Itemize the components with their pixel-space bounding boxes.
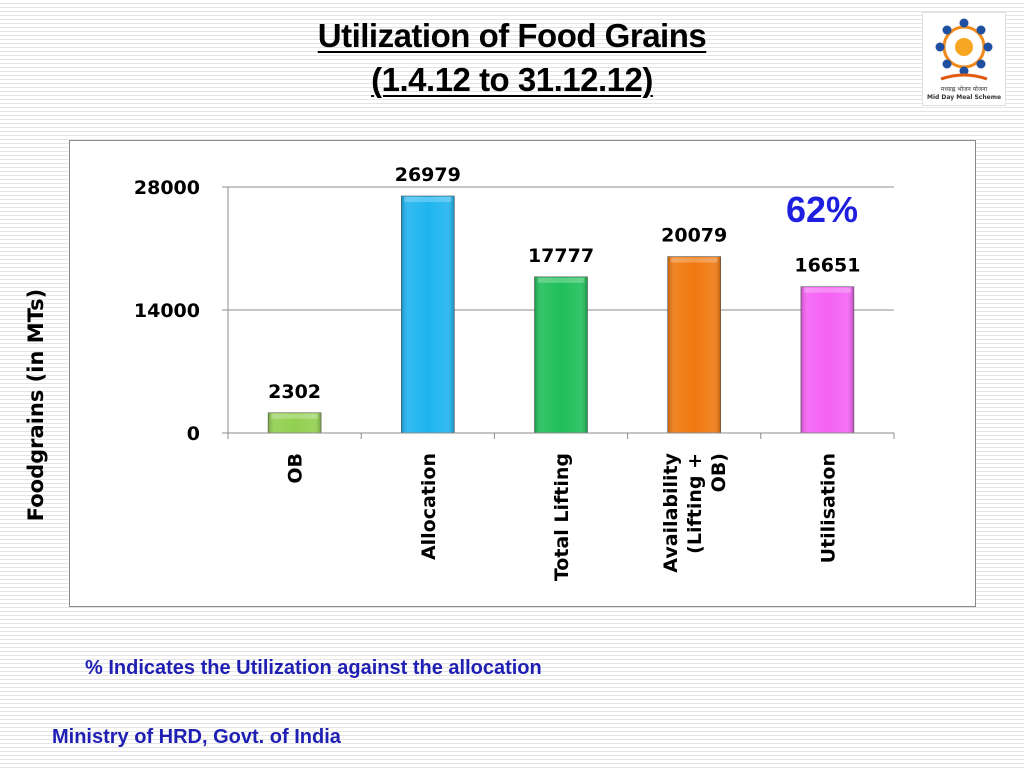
slide-title: Utilization of Food Grains (1.4.12 to 31… [0, 14, 1024, 102]
logo-caption-english: Mid Day Meal Scheme [926, 94, 1002, 101]
mid-day-meal-logo: मध्याह्न भोजन योजना Mid Day Meal Scheme [922, 12, 1006, 106]
x-category-label-line: Allocation [418, 453, 440, 560]
bar-highlight [271, 413, 319, 419]
y-tick-label: 0 [187, 423, 200, 445]
bar-highlight [537, 277, 585, 283]
x-category-label-line: Utilisation [817, 453, 839, 563]
title-line-1: Utilization of Food Grains [317, 17, 707, 54]
data-label: 20079 [661, 225, 727, 247]
y-axis-label: Foodgrains (in MTs) [24, 288, 48, 522]
x-category-label: Total Lifting [551, 453, 573, 581]
bar-bevel [534, 276, 588, 433]
y-tick-label: 14000 [134, 300, 200, 322]
bar-highlight [803, 287, 851, 293]
bar-bevel [667, 256, 721, 433]
x-category-label: Allocation [418, 453, 440, 560]
mid-day-meal-emblem-icon [935, 18, 993, 81]
x-category-label-line: Availability [660, 452, 682, 572]
x-category-label-line: Total Lifting [551, 453, 573, 581]
bar-highlight [404, 196, 452, 202]
footnote: % Indicates the Utilization against the … [85, 657, 542, 679]
chart-area: 0 14000 28000 2302 OB 26979 Allocation 17777 Tot… [69, 140, 976, 607]
data-label: 26979 [395, 164, 461, 186]
data-label: 17777 [528, 245, 594, 267]
data-label: 16651 [794, 255, 860, 277]
utilisation-percent-annotation: 62% [786, 189, 858, 230]
bar-bevel [401, 195, 455, 433]
x-category-label: Utilisation [817, 453, 839, 563]
x-category-label-line: OB [285, 453, 307, 484]
x-category-label-line: (Lifting + [684, 453, 706, 554]
bar-highlight [670, 257, 718, 263]
title-line-2: (1.4.12 to 31.12.12) [371, 61, 653, 98]
bar-bevel [268, 412, 322, 433]
x-category-label-line: OB) [708, 453, 730, 492]
data-label: 2302 [268, 381, 321, 403]
bar-bevel [800, 286, 854, 433]
x-category-label: OB [285, 453, 307, 484]
bar-chart: 0 14000 28000 2302 OB 26979 Allocation 17777 Tot… [134, 164, 895, 581]
y-tick-label: 28000 [134, 177, 200, 199]
footer-ministry: Ministry of HRD, Govt. of India [52, 726, 341, 748]
logo-caption-hindi: मध्याह्न भोजन योजना [940, 86, 988, 93]
x-category-label: Availability (Lifting + OB) [660, 452, 730, 572]
